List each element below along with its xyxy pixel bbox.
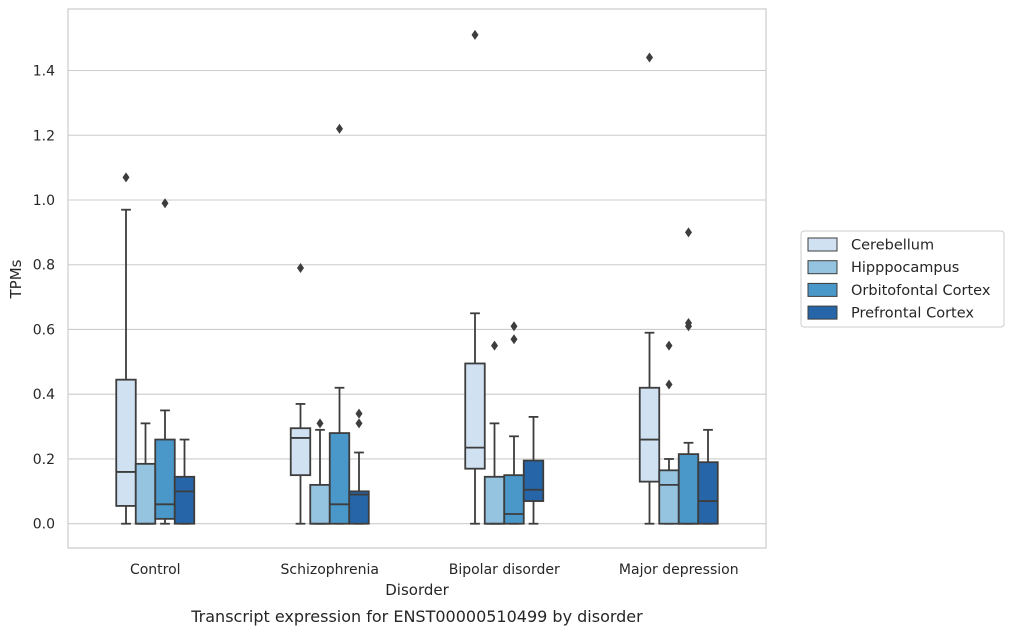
y-tick-label: 0.2 (33, 452, 55, 468)
x-tick-label: Major depression (619, 562, 739, 578)
box-body (115, 378, 137, 507)
y-tick-label: 0.4 (33, 387, 55, 403)
x-tick-labels: Control Schizophrenia Bipolar disorder Majo… (130, 562, 739, 578)
box-body (289, 427, 312, 477)
box-body (503, 474, 525, 525)
y-tick-label: 0.0 (33, 517, 55, 533)
y-tick-label: 1.0 (33, 193, 55, 209)
legend-label: Orbitofontal Cortex (851, 283, 991, 299)
box (503, 321, 525, 525)
chart-caption: Transcript expression for ENST0000051049… (190, 607, 643, 626)
box (115, 172, 137, 525)
legend-label: Hipppocampus (851, 260, 959, 276)
box (697, 428, 719, 525)
box-body (522, 459, 545, 502)
box (154, 198, 176, 525)
outlier-point (510, 321, 518, 332)
outlier-point (161, 198, 169, 209)
x-axis-label: Disorder (385, 581, 449, 599)
y-tick-label: 1.2 (33, 128, 55, 144)
outlier-point (122, 172, 130, 183)
outlier-point (355, 418, 363, 429)
box-body (638, 386, 661, 483)
legend-label: Prefrontal Cortex (851, 306, 974, 322)
box-body (348, 490, 370, 525)
box (522, 415, 545, 525)
legend-swatch (807, 260, 838, 275)
y-tick-label: 0.8 (33, 258, 55, 274)
box (677, 227, 700, 525)
box-body (328, 432, 351, 525)
outlier-point (646, 52, 653, 63)
outlier-point (665, 379, 673, 390)
box-body (677, 453, 700, 525)
box (464, 29, 486, 525)
outlier-point (316, 418, 324, 429)
outlier-point (491, 340, 498, 351)
y-tick-labels: 0.0 0.2 0.4 0.6 0.8 1.0 1.2 1.4 (33, 64, 55, 533)
plot-frame (67, 8, 767, 549)
x-tick-label: Control (130, 562, 181, 578)
box (173, 438, 196, 525)
box-groups (115, 29, 719, 525)
box-body (697, 461, 719, 525)
x-tick-label: Bipolar disorder (449, 562, 560, 578)
box-body (173, 475, 196, 525)
y-tick-label: 1.4 (33, 64, 55, 80)
box (134, 422, 157, 525)
legend-frame (800, 230, 1005, 328)
outlier-point (685, 318, 692, 329)
outlier-point (355, 408, 363, 419)
y-axis-label: TPMs (7, 259, 25, 299)
outlier-point (510, 334, 518, 345)
box-body (464, 362, 486, 470)
box (348, 408, 370, 525)
legend-label: Cerebellum (851, 238, 934, 254)
box (289, 262, 312, 525)
x-tick-label: Schizophrenia (281, 562, 379, 578)
box-body (134, 462, 157, 525)
outlier-point (685, 227, 692, 238)
outlier-point (665, 340, 673, 351)
box-body (483, 475, 506, 525)
box-body (658, 469, 680, 525)
box (658, 340, 680, 525)
box-body (154, 438, 176, 520)
legend-swatch (807, 282, 838, 297)
y-tick-label: 0.6 (33, 322, 55, 338)
box (638, 52, 661, 525)
outlier-point (471, 29, 479, 40)
legend-swatch (807, 305, 838, 320)
legend-swatch (807, 237, 838, 252)
legend: Cerebellum Hipppocampus Orbitofontal Corte… (800, 230, 1005, 328)
box (483, 340, 506, 525)
outlier-point (297, 262, 304, 273)
box (309, 418, 331, 525)
outlier-point (336, 123, 343, 134)
box-body (309, 483, 331, 525)
box (328, 123, 351, 525)
